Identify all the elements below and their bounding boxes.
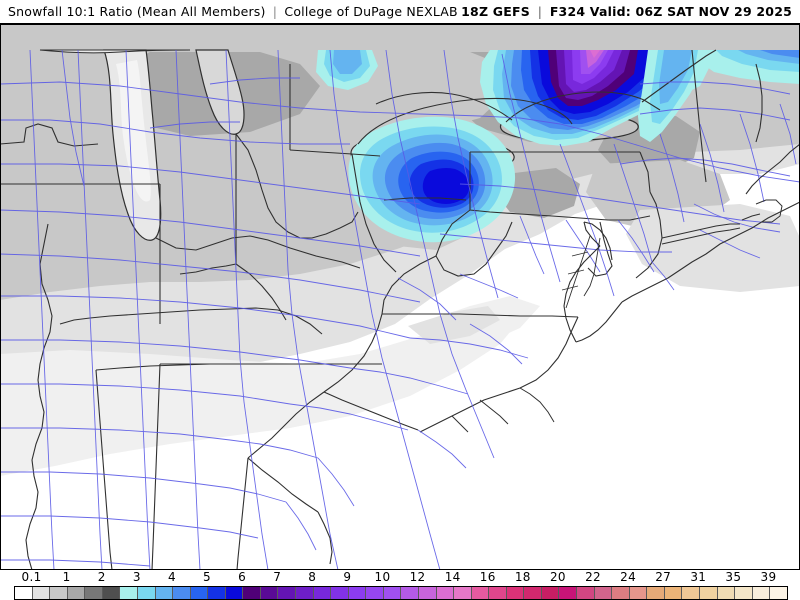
- colorbar-swatch: [717, 587, 736, 599]
- colorbar-swatch: [155, 587, 174, 599]
- colorbar-tick-label: 2: [97, 570, 106, 584]
- colorbar-swatch: [15, 587, 33, 599]
- weather-map-canvas[interactable]: [0, 23, 800, 570]
- snow-contour-northern-new-england: [638, 50, 800, 142]
- colorbar-swatch: [67, 587, 86, 599]
- valid-time-label: F324 Valid: 06Z SAT NOV 29 2025: [549, 4, 792, 19]
- colorbar-swatch: [32, 587, 51, 599]
- colorbar-tick-label: 0.1: [21, 570, 42, 584]
- colorbar-tick-label: 7: [273, 570, 282, 584]
- colorbar-tick-label: 12: [409, 570, 426, 584]
- colorbar-swatch: [120, 587, 138, 599]
- colorbar-swatch: [401, 587, 419, 599]
- snow-contour-northwest: [316, 50, 378, 90]
- colorbar-swatch: [296, 587, 314, 599]
- colorbar-swatch: [752, 587, 771, 599]
- colorbar-swatch: [102, 587, 121, 599]
- colorbar-tick-label: 10: [374, 570, 391, 584]
- colorbar-swatch: [647, 587, 665, 599]
- atlantic-coastline: [563, 201, 800, 343]
- colorbar-swatch: [260, 587, 279, 599]
- colorbar-swatch: [471, 587, 490, 599]
- colorbar-tick-label: 27: [655, 570, 672, 584]
- colorbar-tick-label: 5: [203, 570, 211, 584]
- colorbar-tick-label: 18: [514, 570, 531, 584]
- colorbar-swatch: [559, 587, 577, 599]
- colorbar-swatch: [173, 587, 191, 599]
- colorbar-swatch: [418, 587, 437, 599]
- colorbar-swatch: [664, 587, 683, 599]
- colorbar-swatch: [225, 587, 244, 599]
- map-header-bar: Snowfall 10:1 Ratio (Mean All Members) |…: [0, 0, 800, 23]
- colorbar-swatch: [612, 587, 630, 599]
- colorbar-tick-label: 6: [238, 570, 247, 584]
- colorbar-tick-label: 35: [725, 570, 742, 584]
- colorbar-swatch: [208, 587, 226, 599]
- colorbar-swatch: [770, 587, 787, 599]
- colorbar-tick-label: 9: [343, 570, 352, 584]
- colorbar-swatch: [313, 587, 332, 599]
- colorbar-swatch: [243, 587, 261, 599]
- colorbar-tick-label: 4: [167, 570, 176, 584]
- colorbar-swatch: [489, 587, 507, 599]
- colorbar-swatch: [85, 587, 103, 599]
- snowfall-colorbar[interactable]: 0.1 1 2 3 4 5 6 7 8 9 10 12 14 16 18 20 22 24 27 31 35 39: [0, 570, 800, 600]
- colorbar-tick-label: 8: [308, 570, 317, 584]
- colorbar-swatch: [506, 587, 525, 599]
- colorbar-tick-label: 24: [620, 570, 637, 584]
- colorbar-swatch: [524, 587, 542, 599]
- colorbar-tick-label: 14: [444, 570, 461, 584]
- colorbar-swatch: [436, 587, 455, 599]
- colorbar-tick-label: 39: [760, 570, 777, 584]
- colorbar-tick-label: 3: [132, 570, 141, 584]
- colorbar-swatch: [629, 587, 648, 599]
- colorbar-swatch: [348, 587, 367, 599]
- colorbar-swatch: [577, 587, 595, 599]
- colorbar-swatches[interactable]: [14, 586, 788, 600]
- colorbar-swatch: [366, 587, 384, 599]
- map-svg: [0, 24, 800, 569]
- long-island-cape-cod: [661, 199, 783, 245]
- colorbar-swatch: [278, 587, 296, 599]
- header-left-text: Snowfall 10:1 Ratio (Mean All Members) |…: [8, 4, 458, 19]
- colorbar-swatch: [190, 587, 209, 599]
- colorbar-swatch: [541, 587, 560, 599]
- northeast-coastline: [691, 49, 800, 195]
- model-run-label: 18Z GEFS: [461, 4, 530, 19]
- colorbar-swatch: [383, 587, 402, 599]
- header-separator: |: [272, 4, 278, 19]
- colorbar-swatch: [331, 587, 349, 599]
- colorbar-tick-label: 16: [479, 570, 496, 584]
- colorbar-swatch: [699, 587, 718, 599]
- outer-banks: [451, 387, 555, 433]
- chesapeake-bay: [561, 235, 601, 309]
- colorbar-swatch: [735, 587, 753, 599]
- colorbar-tick-label: 31: [690, 570, 707, 584]
- highway-network: [0, 49, 800, 569]
- colorbar-tick-label: 1: [62, 570, 71, 584]
- colorbar-tick-labels: 0.1 1 2 3 4 5 6 7 8 9 10 12 14 16 18 20 22 24 27 31 35 39: [0, 570, 800, 585]
- header-separator-2: |: [537, 4, 543, 19]
- data-source-label: College of DuPage NEXLAB: [284, 4, 458, 19]
- colorbar-swatch: [50, 587, 68, 599]
- product-title: Snowfall 10:1 Ratio (Mean All Members): [8, 4, 266, 19]
- colorbar-swatch: [594, 587, 613, 599]
- header-right-text: 18Z GEFS | F324 Valid: 06Z SAT NOV 29 20…: [461, 4, 792, 19]
- colorbar-swatch: [454, 587, 472, 599]
- colorbar-swatch: [137, 587, 156, 599]
- colorbar-tick-label: 20: [549, 570, 566, 584]
- colorbar-tick-label: 22: [585, 570, 601, 584]
- colorbar-swatch: [682, 587, 700, 599]
